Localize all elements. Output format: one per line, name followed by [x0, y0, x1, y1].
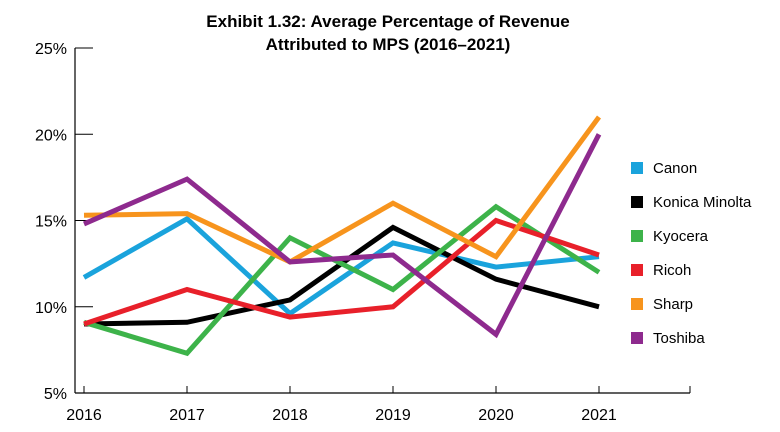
- x-tick-label: 2020: [478, 407, 514, 424]
- legend-swatch-konica-minolta: [631, 196, 643, 208]
- series-line-ricoh: [83, 217, 600, 327]
- x-tick-label: 2017: [169, 407, 205, 424]
- series-line-sharp: [83, 115, 602, 265]
- legend-label-sharp: Sharp: [653, 296, 693, 313]
- legend-label-canon: Canon: [653, 160, 697, 177]
- series-line-kyocera: [83, 203, 601, 357]
- series-line-toshiba: [83, 133, 602, 339]
- x-tick-label: 2019: [375, 407, 411, 424]
- y-tick-label: 10%: [35, 300, 67, 317]
- series-layer: [82, 115, 602, 357]
- x-tick-label: 2021: [581, 407, 617, 424]
- legend-swatch-kyocera: [631, 230, 643, 242]
- chart-subtitle: Attributed to MPS (2016–2021): [266, 35, 511, 54]
- legend-swatch-toshiba: [631, 332, 643, 344]
- legend-label-toshiba: Toshiba: [653, 330, 705, 347]
- y-tick-label: 25%: [35, 41, 67, 58]
- legend-label-ricoh: Ricoh: [653, 262, 691, 279]
- legend-swatch-canon: [631, 162, 643, 174]
- legend: Canon Konica Minolta Kyocera Ricoh Sharp Tosh…: [631, 160, 752, 347]
- y-tick-label: 15%: [35, 214, 67, 231]
- legend-label-konica-minolta: Konica Minolta: [653, 194, 752, 211]
- legend-swatch-ricoh: [631, 264, 643, 276]
- x-tick-label: 2018: [272, 407, 308, 424]
- x-tick-label: 2016: [66, 407, 102, 424]
- y-tick-label: 5%: [44, 386, 67, 403]
- legend-swatch-sharp: [631, 298, 643, 310]
- series-line-canon: [82, 215, 600, 317]
- legend-label-kyocera: Kyocera: [653, 228, 709, 245]
- chart-title: Exhibit 1.32: Average Percentage of Reve…: [206, 12, 569, 31]
- axes: 5% 10% 15% 20% 25% 2016 2017 2018 2019 2020 2021: [35, 41, 691, 424]
- y-tick-label: 20%: [35, 127, 67, 144]
